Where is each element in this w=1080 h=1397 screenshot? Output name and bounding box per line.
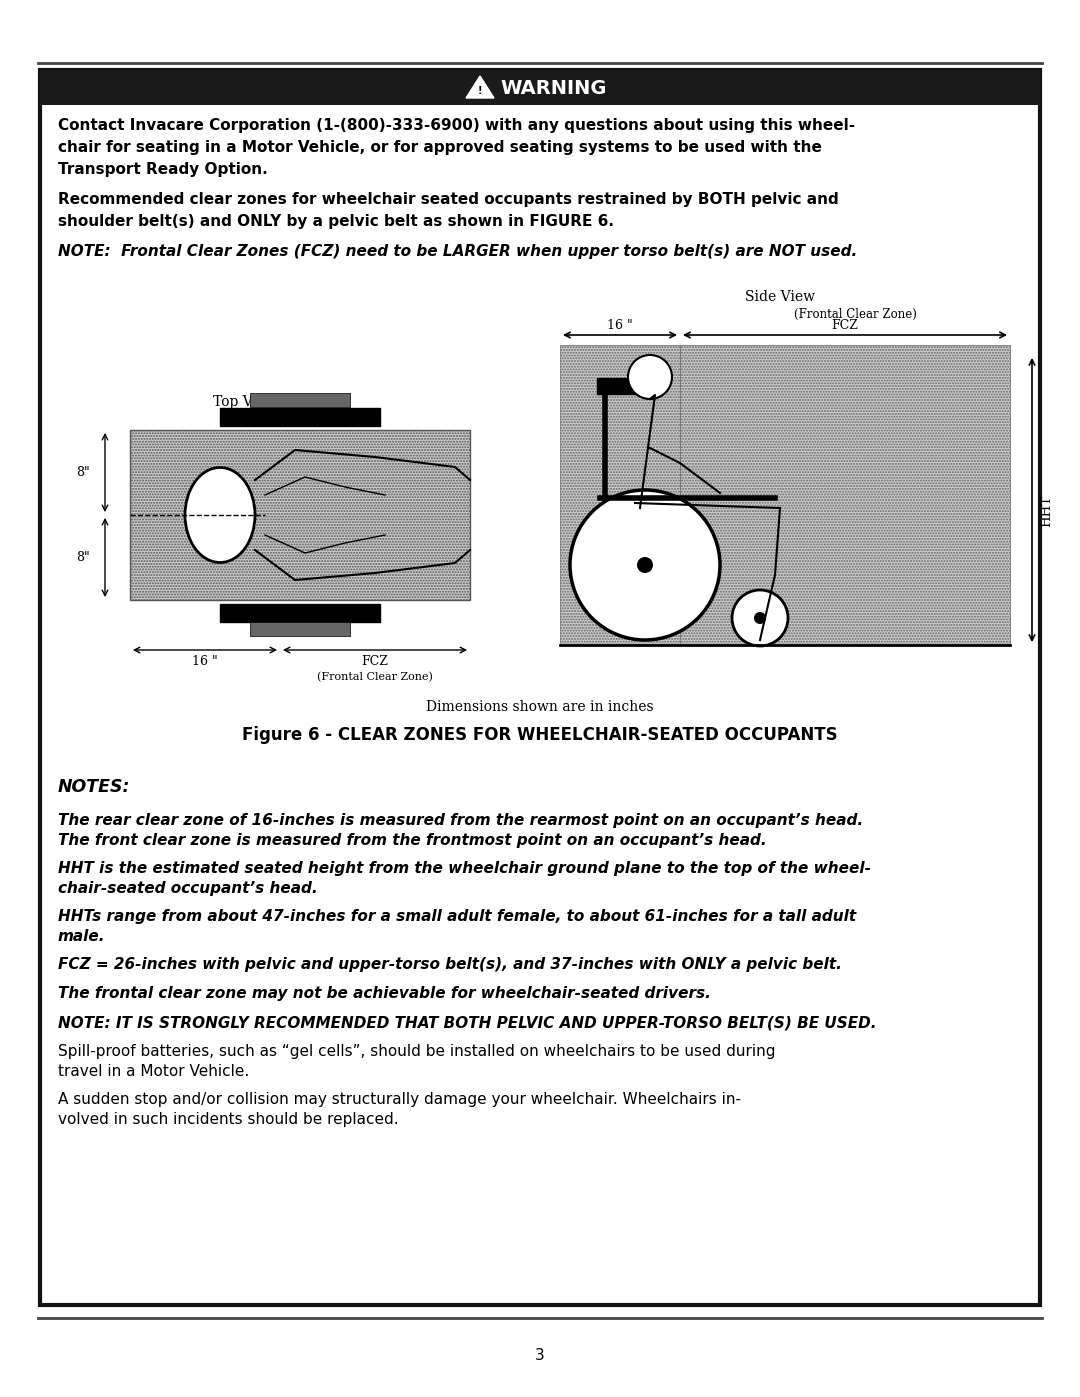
Text: Recommended clear zones for wheelchair seated occupants restrained by BOTH pelvi: Recommended clear zones for wheelchair s… — [58, 191, 839, 207]
Bar — [130, 430, 470, 599]
Text: shoulder belt(s) and ONLY by a pelvic belt as shown in FIGURE 6.: shoulder belt(s) and ONLY by a pelvic be… — [58, 214, 615, 229]
Text: HHTs range from about 47-inches for a small adult female, to about 61-inches for: HHTs range from about 47-inches for a sm… — [58, 909, 856, 944]
Text: FCZ: FCZ — [362, 655, 389, 668]
Text: The rear clear zone of 16-inches is measured from the rearmost point on an occup: The rear clear zone of 16-inches is meas… — [58, 813, 863, 848]
Text: HHT is the estimated seated height from the wheelchair ground plane to the top o: HHT is the estimated seated height from … — [58, 861, 870, 895]
Circle shape — [637, 557, 653, 573]
Text: Top View: Top View — [213, 395, 278, 409]
Text: 8": 8" — [76, 467, 90, 479]
Text: !: ! — [477, 87, 483, 96]
Text: NOTES:: NOTES: — [58, 778, 131, 796]
Text: Spill-proof batteries, such as “gel cells”, should be installed on wheelchairs t: Spill-proof batteries, such as “gel cell… — [58, 1044, 775, 1078]
Text: 16 ": 16 " — [192, 655, 218, 668]
Text: chair for seating in a Motor Vehicle, or for approved seating systems to be used: chair for seating in a Motor Vehicle, or… — [58, 140, 822, 155]
Circle shape — [627, 355, 672, 400]
Circle shape — [754, 612, 766, 624]
Text: Transport Ready Option.: Transport Ready Option. — [58, 162, 268, 177]
Text: FCZ = 26-inches with pelvic and upper-torso belt(s), and 37-inches with ONLY a p: FCZ = 26-inches with pelvic and upper-to… — [58, 957, 842, 972]
Text: Contact Invacare Corporation (1-(800)-333-6900) with any questions about using t: Contact Invacare Corporation (1-(800)-33… — [58, 117, 855, 133]
Text: WARNING: WARNING — [500, 78, 607, 98]
Text: NOTE:  Frontal Clear Zones (FCZ) need to be LARGER when upper torso belt(s) are : NOTE: Frontal Clear Zones (FCZ) need to … — [58, 244, 858, 258]
Text: 3: 3 — [535, 1348, 545, 1362]
Text: (Frontal Clear Zone): (Frontal Clear Zone) — [794, 307, 917, 321]
Bar — [220, 604, 380, 622]
Bar — [597, 379, 639, 394]
Text: (Frontal Clear Zone): (Frontal Clear Zone) — [318, 672, 433, 682]
Circle shape — [732, 590, 788, 645]
Polygon shape — [465, 75, 494, 98]
Circle shape — [570, 490, 720, 640]
Text: HHT: HHT — [1040, 495, 1053, 527]
Bar — [40, 70, 1040, 1305]
Text: FCZ: FCZ — [832, 319, 859, 332]
Text: Figure 6 - CLEAR ZONES FOR WHEELCHAIR-SEATED OCCUPANTS: Figure 6 - CLEAR ZONES FOR WHEELCHAIR-SE… — [242, 726, 838, 745]
Text: 8": 8" — [76, 550, 90, 564]
Bar — [220, 408, 380, 426]
Bar — [249, 393, 350, 407]
Text: Dimensions shown are in inches: Dimensions shown are in inches — [427, 700, 653, 714]
Ellipse shape — [185, 468, 255, 563]
Text: A sudden stop and/or collision may structurally damage your wheelchair. Wheelcha: A sudden stop and/or collision may struc… — [58, 1092, 741, 1127]
Bar — [40, 70, 1040, 105]
Bar — [249, 622, 350, 636]
Text: 16 ": 16 " — [607, 319, 633, 332]
Text: Side View: Side View — [745, 291, 815, 305]
Bar — [561, 345, 680, 645]
Bar — [680, 345, 1010, 645]
Text: The frontal clear zone may not be achievable for wheelchair-seated drivers.: The frontal clear zone may not be achiev… — [58, 986, 711, 1002]
Text: NOTE: IT IS STRONGLY RECOMMENDED THAT BOTH PELVIC AND UPPER-TORSO BELT(S) BE USE: NOTE: IT IS STRONGLY RECOMMENDED THAT BO… — [58, 1016, 877, 1030]
